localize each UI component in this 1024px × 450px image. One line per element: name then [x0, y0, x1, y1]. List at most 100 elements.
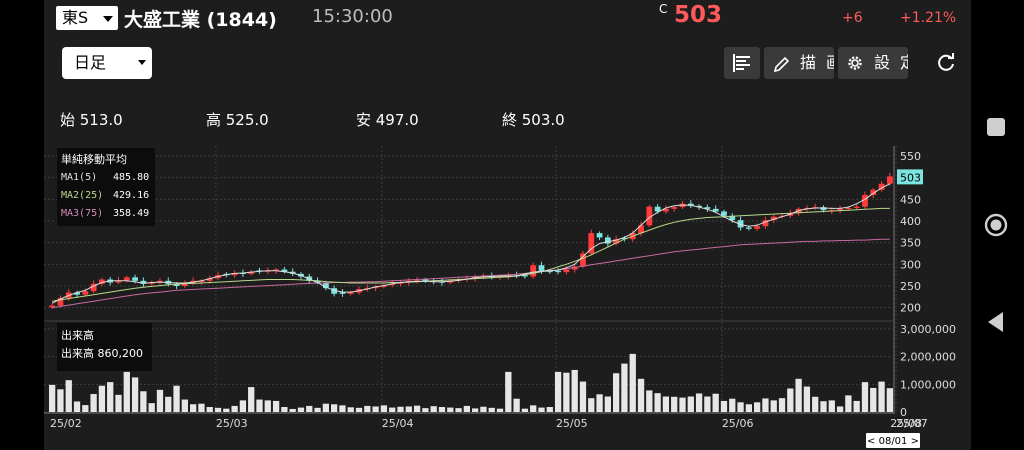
ma1-label: MA1(5) — [61, 172, 98, 183]
volume-tick-label: 2,000,000 — [900, 351, 956, 364]
volume-bar — [148, 403, 155, 412]
chart-canvas[interactable]: 5505004504003503002502003,000,0002,000,0… — [44, 142, 971, 450]
ma1-row: MA1(5) 485.80 — [61, 172, 149, 183]
candle-body — [704, 207, 711, 209]
ma-legend-title: 単純移動平均 — [61, 153, 127, 166]
back-icon[interactable] — [988, 312, 1003, 332]
volume-bar — [629, 353, 636, 412]
home-icon[interactable] — [984, 213, 1008, 237]
settings-button[interactable]: 設定 — [838, 47, 908, 79]
volume-bar — [836, 406, 844, 412]
volume-bar — [289, 408, 296, 412]
volume-bar — [57, 389, 64, 412]
ma-legend: 単純移動平均 MA1(5) 485.80 MA2(25) 429.16 MA3(… — [57, 148, 155, 226]
volume-bar — [878, 381, 885, 412]
volume-bar — [397, 406, 404, 412]
indicator-button[interactable] — [724, 47, 760, 79]
price-tick-label: 300 — [900, 258, 921, 271]
stock-chart[interactable]: 5505004504003503002502003,000,0002,000,0… — [44, 142, 971, 450]
x-tick-label: 25/03 — [216, 417, 248, 430]
candle-body — [721, 211, 727, 216]
period-select-label: 日足 — [74, 53, 107, 72]
volume-tick-label: 3,000,000 — [900, 323, 956, 336]
volume-bar — [712, 393, 719, 412]
low-price: 安 497.0 — [356, 111, 419, 129]
volume-bar — [156, 389, 164, 412]
candle-body — [273, 269, 279, 271]
candle-body — [853, 206, 860, 208]
volume-bar — [214, 407, 222, 412]
candle-body — [621, 237, 628, 240]
volume-bar — [803, 386, 811, 412]
volume-bar — [612, 373, 620, 412]
volume-bar — [538, 407, 545, 412]
volume-bar — [762, 398, 769, 412]
volume-bar — [579, 381, 587, 412]
volume-bar — [505, 371, 512, 412]
volume-legend: 出来高 出来高 860,200 — [57, 323, 152, 371]
volume-bar — [671, 396, 678, 412]
candle-body — [123, 277, 130, 281]
ma2-value: 429.16 — [113, 190, 150, 201]
last-price-tag — [897, 169, 923, 185]
volume-bar — [173, 385, 180, 412]
candle-body — [331, 288, 338, 294]
volume-bar — [65, 380, 72, 412]
refresh-icon[interactable] — [935, 52, 957, 74]
x-tick-label: 25/02 — [50, 417, 82, 430]
ma3-line — [52, 238, 890, 309]
candle-body — [530, 265, 537, 277]
volume-bar — [646, 390, 653, 412]
volume-bar — [131, 377, 139, 412]
volume-bar — [588, 398, 595, 412]
candle-body — [181, 282, 188, 286]
volume-bar — [231, 405, 238, 412]
cursor-date-label: < 08/01 > — [867, 436, 919, 447]
candle-body — [389, 283, 396, 286]
volume-bar — [496, 408, 504, 412]
volume-bar — [729, 398, 736, 412]
volume-label: 出来高 — [61, 347, 94, 360]
volume-bar — [48, 384, 56, 412]
volume-bar — [389, 407, 396, 412]
candle-body — [862, 195, 868, 207]
candle-body — [878, 183, 885, 190]
volume-bar — [778, 398, 786, 412]
candle-body — [231, 273, 238, 276]
volume-bar — [438, 407, 446, 412]
x-tick-label: 25/04 — [382, 417, 414, 430]
volume-bar — [430, 406, 437, 412]
market-select[interactable]: 東S — [56, 6, 118, 30]
ma1-value: 485.80 — [113, 172, 150, 183]
volume-bar — [463, 405, 471, 412]
volume-bar — [422, 408, 429, 412]
volume-bar — [82, 405, 89, 412]
draw-button[interactable]: 描画 — [764, 47, 834, 79]
current-price: 503 — [674, 2, 723, 28]
candle-body — [82, 291, 89, 295]
volume-bar — [115, 394, 122, 412]
x-tick-label: 25/07 — [896, 417, 928, 430]
period-select[interactable]: 日足 — [62, 47, 152, 79]
candle-body — [522, 275, 528, 277]
candle-body — [729, 215, 736, 221]
candle-body — [264, 270, 271, 272]
volume-bar — [654, 393, 661, 412]
candle-body — [654, 206, 661, 212]
volume-bar — [322, 403, 330, 412]
candle-body — [372, 286, 379, 289]
volume-bar — [73, 401, 81, 412]
candle-body — [646, 206, 653, 226]
candle-body — [571, 266, 578, 270]
x-tick-label: 25/08 — [890, 417, 922, 430]
volume-bar — [745, 404, 753, 412]
volume-value-row: 出来高 860,200 — [61, 345, 143, 361]
price-flag: C — [659, 2, 668, 16]
recent-apps-icon[interactable] — [987, 118, 1005, 136]
candle-body — [687, 203, 694, 206]
candle-body — [198, 280, 205, 283]
close-price: 終 503.0 — [502, 111, 565, 129]
ma2-label: MA2(25) — [61, 190, 104, 201]
candle-body — [563, 269, 570, 273]
price-change: +6 — [842, 10, 863, 26]
